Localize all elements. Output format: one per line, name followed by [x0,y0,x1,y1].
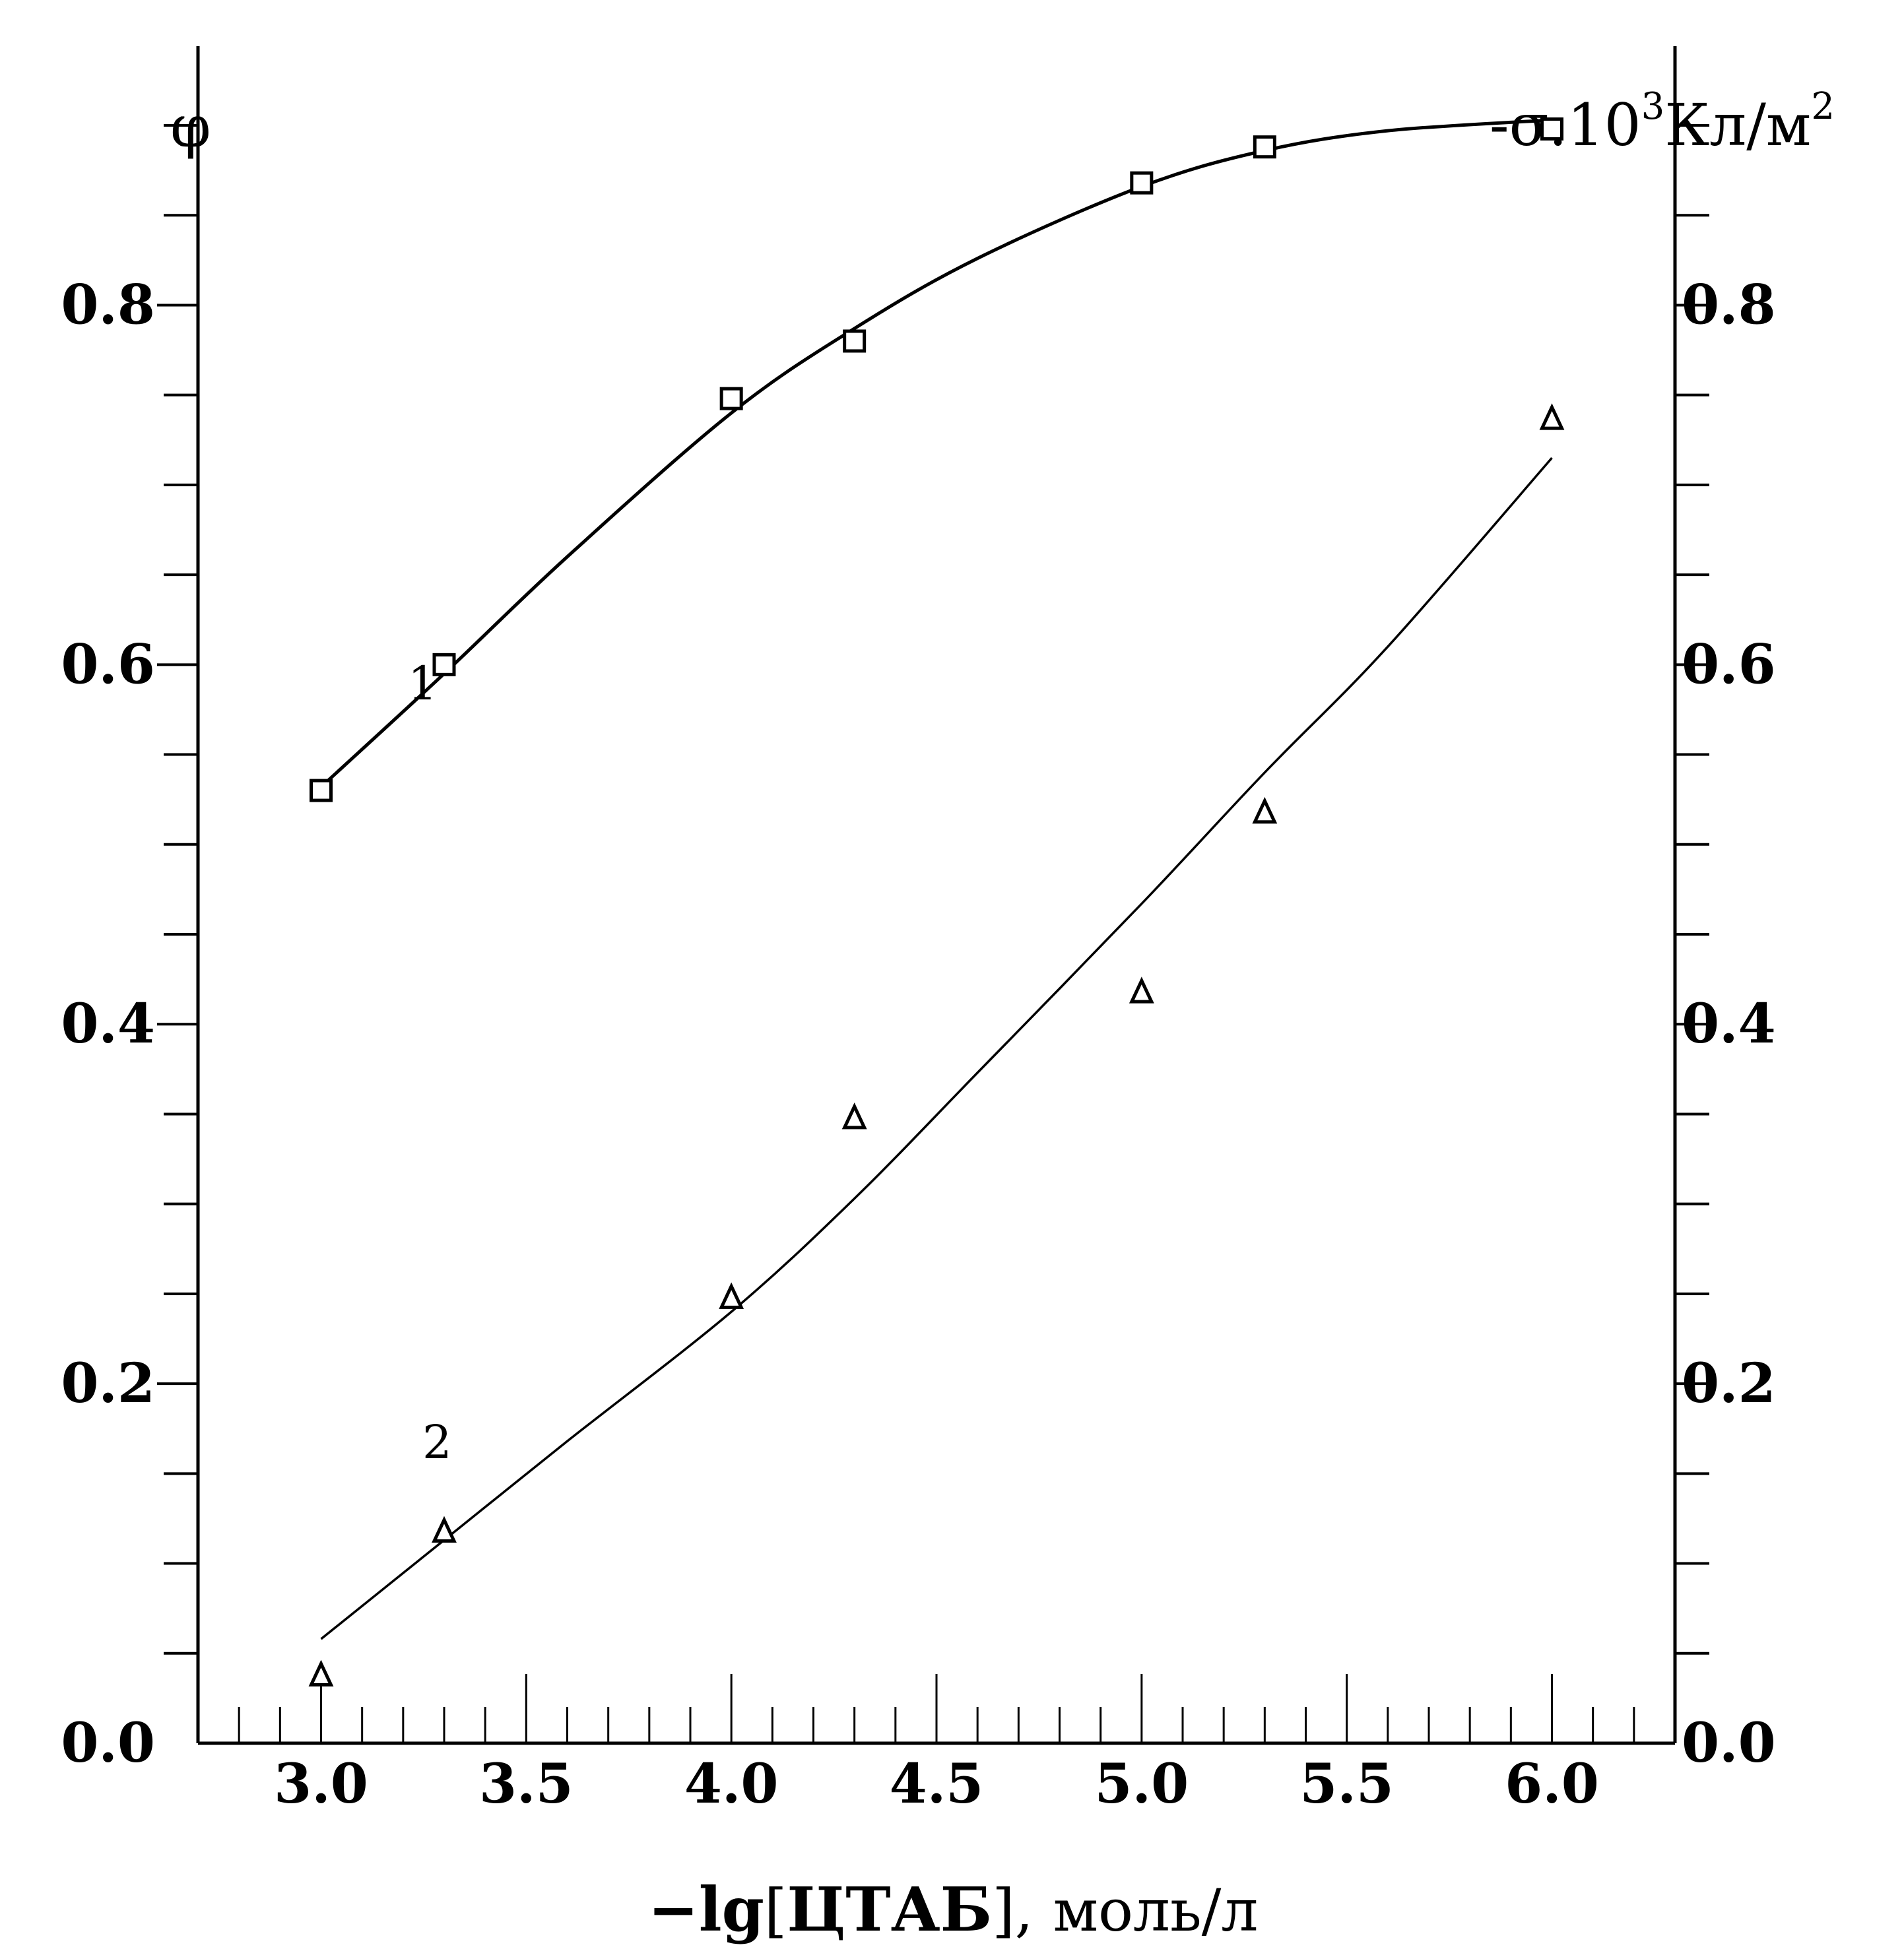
y-tick-label-left: 0.4 [61,992,155,1056]
data-point-triangle [308,1659,334,1686]
x-tick-label: 4.0 [684,1752,779,1816]
x-tick-label: 6.0 [1505,1752,1599,1816]
data-point-triangle [1129,977,1154,1004]
data-point-triangle [1539,403,1565,430]
x-tick-label: 5.5 [1299,1752,1394,1816]
y-tick-label-right: 0.6 [1682,633,1776,696]
y-tick-label-left: 0.2 [61,1352,155,1415]
axis-ticks [157,124,1716,1743]
y-right-label-sup1: 3 [1641,85,1665,128]
data-point-triangle [432,1516,457,1543]
x-tick-label: 3.0 [274,1752,368,1816]
data-point-square [310,779,333,802]
fit-curve-2 [320,457,1553,1640]
y-tick-label-left: 0.0 [61,1712,155,1775]
series-label-2: 2 [422,1415,452,1469]
y-tick-label-left: 0.8 [61,273,155,337]
x-label-bracket-open: [ [764,1877,787,1944]
x-label-prefix: −lg [648,1874,764,1945]
data-point-square [1130,171,1154,195]
fit-curve-1 [319,118,1552,788]
series-label-1: 1 [408,657,438,711]
x-tick-label: 5.0 [1094,1752,1189,1816]
y-tick-label-left: 0.6 [61,633,155,696]
y-tick-label-right: 0.0 [1682,1712,1776,1775]
data-point-square [432,653,456,676]
x-label-bracket-text: ЦТАБ [787,1874,992,1945]
y-right-label-unit: Кл/м [1664,91,1811,159]
y-axis-left-label: φ [170,92,211,160]
x-tick-label: 4.5 [890,1752,984,1816]
y-right-label-sup2: 2 [1811,85,1835,128]
y-axis-right-label: -σ.103Кл/м2 [1490,85,1835,159]
y-tick-label-right: 0.2 [1682,1352,1776,1415]
x-label-units: моль/л [1053,1877,1259,1944]
x-tick-label: 3.5 [479,1752,574,1816]
data-point-square [843,329,867,353]
data-point-square [719,387,743,410]
y-tick-label-right: 0.4 [1682,992,1776,1056]
axes-frame [196,46,1677,1745]
fit-curves [319,118,1553,1640]
data-point-square [1540,117,1563,141]
x-axis-label: −lg[ЦТАБ], моль/л [648,1874,1259,1945]
y-right-label-base: -σ.10 [1490,91,1641,159]
data-point-triangle [1252,796,1278,824]
x-label-bracket-close: ], [992,1877,1033,1944]
data-points [308,117,1565,1686]
data-point-square [1253,135,1276,159]
y-tick-label-right: 0.8 [1682,273,1776,337]
data-point-triangle [719,1282,744,1309]
tick-labels: 3.0 3.5 4.0 4.5 5.0 5.5 6.0 0.0 0.2 0.4 0.6 0.8 0.0 0… [61,273,1775,1816]
data-point-triangle [841,1103,867,1130]
